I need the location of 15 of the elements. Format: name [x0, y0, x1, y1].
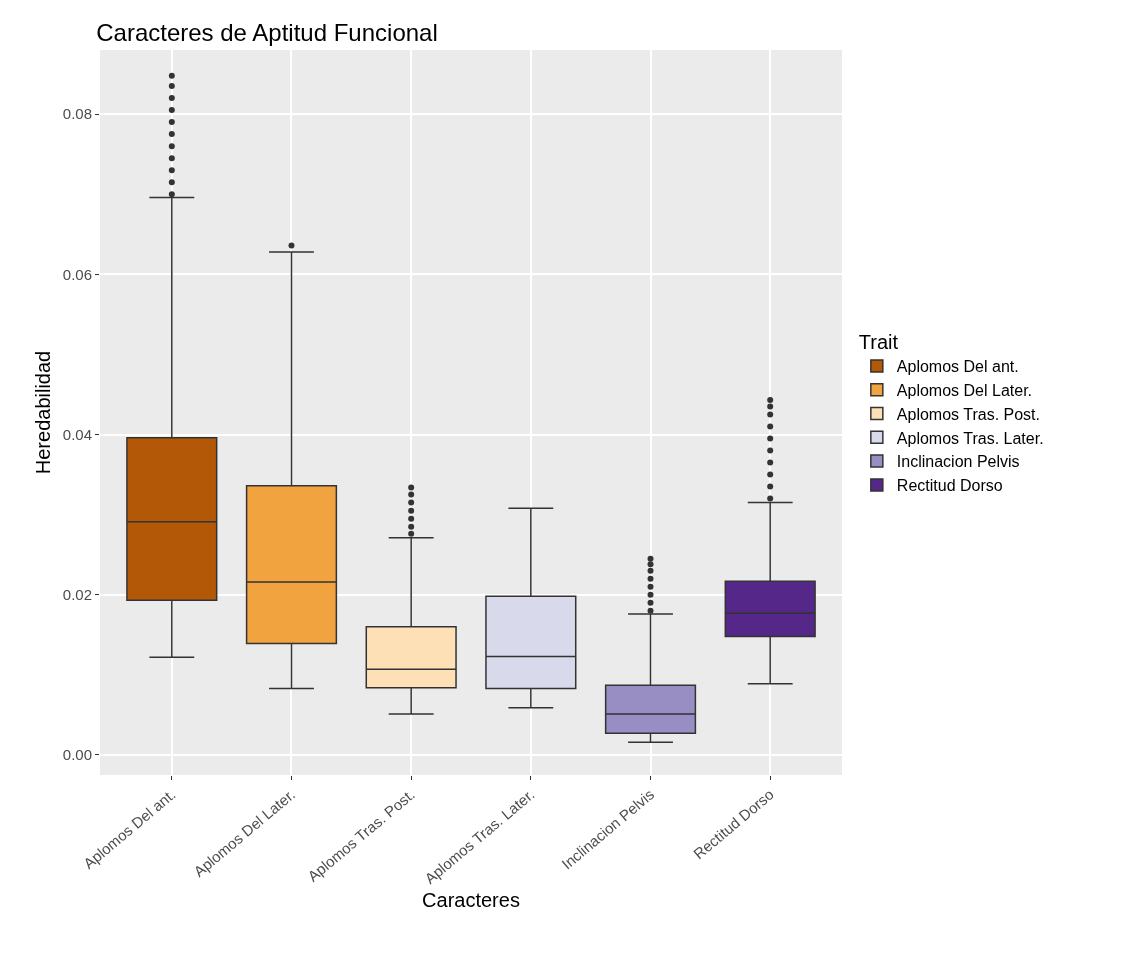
legend-label: Aplomos Del ant. — [896, 358, 1019, 376]
legend-label: Aplomos Tras. Later. — [896, 429, 1044, 447]
legend-title: Trait — [858, 331, 899, 353]
y-tick-label: 0.06 — [62, 265, 92, 283]
y-tick-label: 0.00 — [62, 746, 92, 764]
y-tick-label: 0.04 — [62, 425, 92, 443]
legend-label: Inclinacion Pelvis — [896, 453, 1020, 471]
y-axis-title: Heredabilidad — [32, 350, 54, 475]
x-axis-title: Caracteres — [422, 888, 520, 911]
legend-label: Rectitud Dorso — [896, 477, 1003, 495]
y-tick-label: 0.08 — [62, 105, 92, 123]
legend-label: Aplomos Del Later. — [896, 381, 1033, 399]
y-tick-label: 0.02 — [62, 586, 92, 603]
legend-label: Aplomos Tras. Post. — [896, 405, 1041, 423]
chart-title: Caracteres de Aptitud Funcional — [96, 18, 438, 46]
